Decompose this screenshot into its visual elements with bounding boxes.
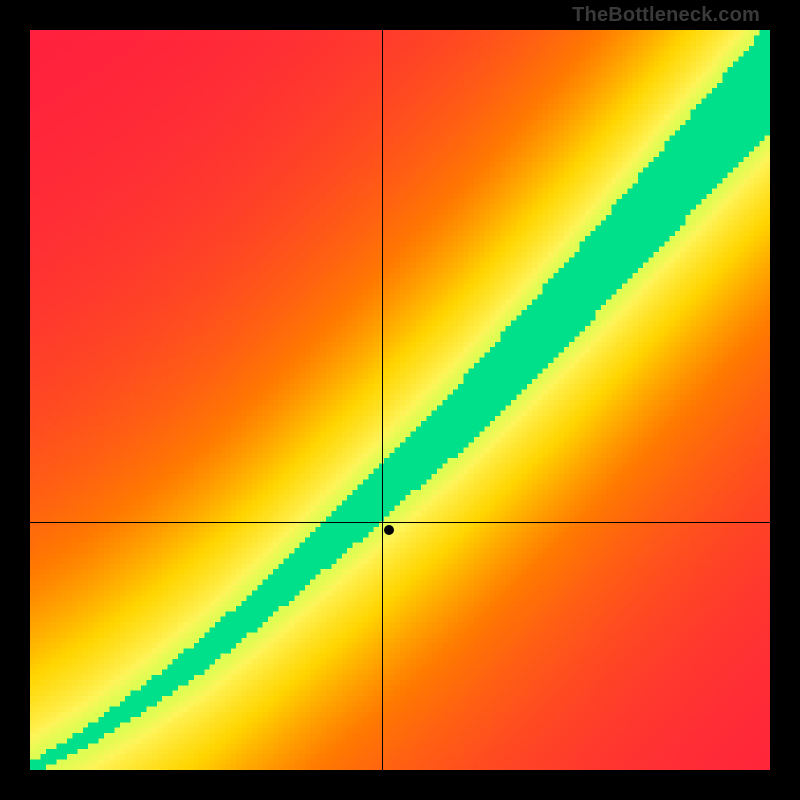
crosshair-vertical [382,30,383,770]
watermark-text: TheBottleneck.com [572,4,760,27]
chart-container: { "watermark": { "text": "TheBottleneck.… [0,0,800,800]
crosshair-horizontal [30,522,770,523]
selected-point-marker [384,525,394,535]
bottleneck-heatmap [30,30,770,770]
